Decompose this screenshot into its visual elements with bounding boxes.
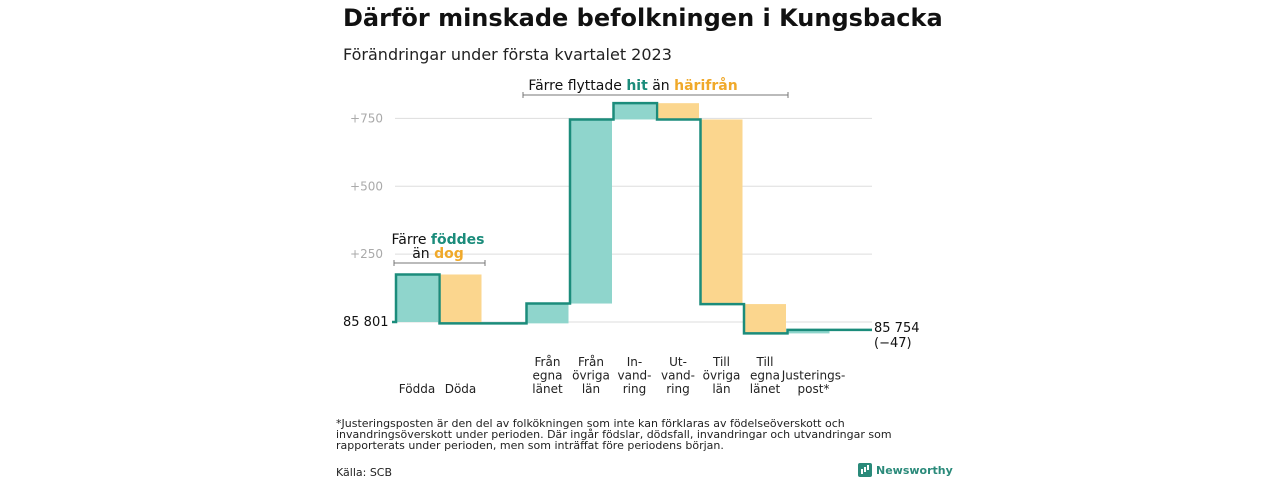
end-change-label: (−47) bbox=[874, 336, 912, 351]
category-label: Från bbox=[535, 355, 561, 369]
category-label: övriga bbox=[572, 369, 610, 383]
bar bbox=[613, 103, 656, 120]
footnote: *Justeringsposten är den del av folkökni… bbox=[336, 417, 892, 452]
births-annotation-line2: än dog bbox=[412, 246, 464, 262]
y-tick-label: +750 bbox=[350, 111, 383, 125]
end-value-label: 85 754 bbox=[874, 321, 920, 336]
chart-subtitle: Förändringar under första kvartalet 2023 bbox=[343, 45, 672, 64]
category-label: egna bbox=[750, 369, 780, 383]
category-label: Ut- bbox=[669, 355, 687, 369]
bar bbox=[570, 119, 612, 304]
category-label: Till bbox=[712, 355, 730, 369]
births-annotation-line1: Färre föddes bbox=[392, 232, 485, 248]
category-label: övriga bbox=[703, 369, 741, 383]
category-label: post* bbox=[798, 382, 830, 396]
start-value-label: 85 801 bbox=[343, 315, 389, 330]
bar bbox=[439, 274, 482, 324]
bars bbox=[396, 103, 830, 334]
brand-logo: Newsworthy bbox=[858, 463, 953, 477]
category-label: länet bbox=[750, 382, 781, 396]
bar bbox=[526, 303, 569, 324]
births-annotation-line2-part: än bbox=[412, 246, 434, 262]
category-label: län bbox=[712, 382, 730, 396]
bar bbox=[396, 274, 438, 322]
category-label: vand- bbox=[617, 369, 651, 383]
moves-annotation-part: än bbox=[648, 78, 674, 94]
category-labels: 85 801 85 754(−47)Födda DödaFrånegnalänetF… bbox=[343, 315, 920, 396]
bar bbox=[657, 103, 699, 120]
bar bbox=[787, 329, 830, 334]
y-tick-label: +250 bbox=[350, 247, 383, 261]
moves-annotation-part: Färre flyttade bbox=[528, 78, 626, 94]
chart-title: Därför minskade befolkningen i Kungsback… bbox=[343, 4, 943, 32]
category-label: vand- bbox=[661, 369, 695, 383]
category-label: Från bbox=[578, 355, 604, 369]
category-label: Döda bbox=[445, 382, 477, 396]
series-line bbox=[392, 101, 872, 335]
brand-name: Newsworthy bbox=[876, 463, 953, 477]
category-label: Födda bbox=[399, 382, 435, 396]
births-annotation-line2-part: dog bbox=[434, 246, 464, 262]
moves-annotation-part: härifrån bbox=[674, 77, 738, 94]
births-annotation-line1-part: föddes bbox=[431, 232, 485, 248]
category-label: län bbox=[582, 382, 600, 396]
source-label: Källa: SCB bbox=[336, 466, 393, 479]
newsworthy-icon bbox=[858, 463, 872, 477]
moves-annotation-part: hit bbox=[626, 78, 648, 94]
category-label: In- bbox=[627, 355, 642, 369]
category-label: ring bbox=[666, 382, 690, 396]
category-label: egna bbox=[533, 369, 563, 383]
category-label: Till bbox=[756, 355, 774, 369]
y-tick-label: +500 bbox=[350, 179, 383, 193]
bar bbox=[744, 304, 786, 334]
step-line bbox=[392, 101, 872, 335]
category-label: ring bbox=[623, 382, 647, 396]
category-label: länet bbox=[532, 382, 563, 396]
bar bbox=[700, 119, 743, 305]
births-annotation-line1-part: Färre bbox=[392, 232, 431, 248]
moves-annotation: Färre flyttade hit än härifrån bbox=[528, 77, 737, 94]
category-label: Justerings- bbox=[781, 369, 846, 383]
